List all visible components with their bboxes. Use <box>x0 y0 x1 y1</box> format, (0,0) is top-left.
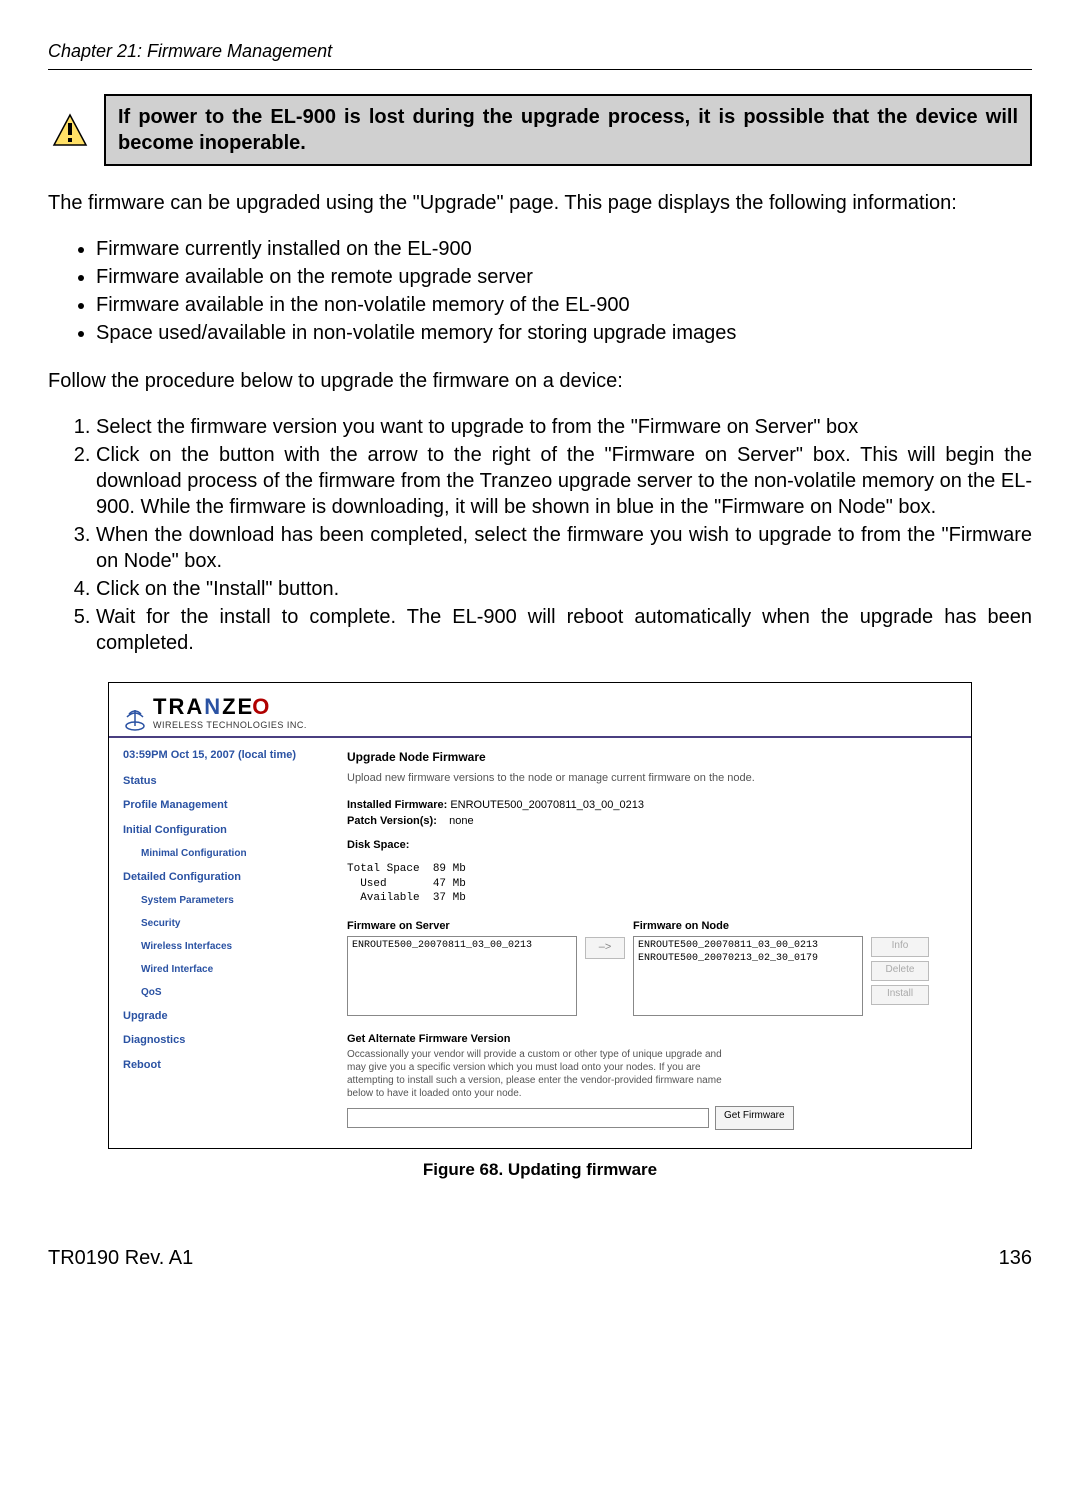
figure-caption: Figure 68. Updating firmware <box>48 1159 1032 1181</box>
page-footer: TR0190 Rev. A1 136 <box>48 1245 1032 1271</box>
procedure-steps: Select the firmware version you want to … <box>48 414 1032 656</box>
logo-text-post: ZE <box>222 693 254 722</box>
info-button[interactable]: Info <box>871 937 929 957</box>
logo-text-n: N <box>204 693 222 722</box>
sidebar-item-minimal-config[interactable]: Minimal Configuration <box>123 847 297 860</box>
installed-firmware-value: ENROUTE500_20070811_03_00_0213 <box>450 799 644 811</box>
sidebar-item-wired[interactable]: Wired Interface <box>123 963 297 976</box>
patch-version-value: none <box>449 815 473 827</box>
warning-text: If power to the EL-900 is lost during th… <box>104 94 1032 166</box>
procedure-intro: Follow the procedure below to upgrade th… <box>48 368 1032 394</box>
intro-paragraph: The firmware can be upgraded using the "… <box>48 190 1032 216</box>
list-item: When the download has been completed, se… <box>96 522 1032 574</box>
disk-space-block: Disk Space: Total Space 89 Mb Used 47 Mb… <box>347 838 957 905</box>
install-button[interactable]: Install <box>871 985 929 1005</box>
screenshot-figure: TRANZEO WIRELESS TECHNOLOGIES INC. 03:59… <box>108 682 972 1149</box>
list-item: Firmware available in the non-volatile m… <box>96 292 1032 318</box>
list-item[interactable]: ENROUTE500_20070811_03_00_0213 <box>352 939 572 952</box>
logo-subtitle: WIRELESS TECHNOLOGIES INC. <box>153 720 307 732</box>
list-item[interactable]: ENROUTE500_20070811_03_00_0213 <box>638 939 858 952</box>
sidebar-item-profile[interactable]: Profile Management <box>123 798 297 812</box>
sidebar-item-status[interactable]: Status <box>123 774 297 788</box>
footer-page-number: 136 <box>999 1245 1032 1271</box>
sidebar-item-upgrade[interactable]: Upgrade <box>123 1009 297 1023</box>
firmware-node-column: Firmware on Node ENROUTE500_20070811_03_… <box>633 919 863 1015</box>
header-rule <box>48 69 1032 70</box>
sidebar-item-system-params[interactable]: System Parameters <box>123 894 297 907</box>
page-description: Upload new firmware versions to the node… <box>347 771 957 785</box>
firmware-server-list[interactable]: ENROUTE500_20070811_03_00_0213 <box>347 936 577 1016</box>
list-item[interactable]: ENROUTE500_20070213_02_30_0179 <box>638 952 858 965</box>
sidebar-item-wireless[interactable]: Wireless Interfaces <box>123 940 297 953</box>
logo: TRANZEO WIRELESS TECHNOLOGIES INC. <box>123 693 957 731</box>
sidebar-item-qos[interactable]: QoS <box>123 986 297 999</box>
main-panel: Upgrade Node Firmware Upload new firmwar… <box>307 738 971 1148</box>
installed-firmware-row: Installed Firmware: ENROUTE500_20070811_… <box>347 798 957 812</box>
firmware-server-label: Firmware on Server <box>347 919 577 933</box>
firmware-transfer-row: Firmware on Server ENROUTE500_20070811_0… <box>347 919 957 1015</box>
warning-icon <box>48 94 92 166</box>
firmware-server-column: Firmware on Server ENROUTE500_20070811_0… <box>347 919 577 1015</box>
sidebar-item-diagnostics[interactable]: Diagnostics <box>123 1033 297 1047</box>
disk-space-title: Disk Space: <box>347 839 409 851</box>
patch-version-label: Patch Version(s): <box>347 815 437 827</box>
sidebar-nav: 03:59PM Oct 15, 2007 (local time) Status… <box>109 738 307 1148</box>
patch-version-row: Patch Version(s): none <box>347 814 957 828</box>
alternate-firmware-title: Get Alternate Firmware Version <box>347 1032 957 1046</box>
logo-mark-icon <box>123 706 147 732</box>
transfer-arrow-button[interactable]: –> <box>585 937 625 959</box>
chapter-header: Chapter 21: Firmware Management <box>48 40 1032 63</box>
list-item: Select the firmware version you want to … <box>96 414 1032 440</box>
installed-firmware-label: Installed Firmware: <box>347 799 447 811</box>
warning-callout: If power to the EL-900 is lost during th… <box>48 94 1032 166</box>
get-firmware-button[interactable]: Get Firmware <box>715 1106 794 1130</box>
list-item: Click on the "Install" button. <box>96 576 1032 602</box>
disk-space-table: Total Space 89 Mb Used 47 Mb Available 3… <box>347 862 957 905</box>
sidebar-item-security[interactable]: Security <box>123 917 297 930</box>
firmware-actions: Info Delete Install <box>871 937 929 1005</box>
figure-header: TRANZEO WIRELESS TECHNOLOGIES INC. <box>109 683 971 735</box>
firmware-node-list[interactable]: ENROUTE500_20070811_03_00_0213 ENROUTE50… <box>633 936 863 1016</box>
logo-text-pre: TRA <box>153 693 204 722</box>
info-bullet-list: Firmware currently installed on the EL-9… <box>48 236 1032 346</box>
logo-text-tri: O <box>252 693 271 722</box>
list-item: Wait for the install to complete. The EL… <box>96 604 1032 656</box>
list-item: Firmware available on the remote upgrade… <box>96 264 1032 290</box>
list-item: Firmware currently installed on the EL-9… <box>96 236 1032 262</box>
delete-button[interactable]: Delete <box>871 961 929 981</box>
sidebar-item-detailed-config[interactable]: Detailed Configuration <box>123 870 297 884</box>
alternate-firmware-desc: Occassionally your vendor will provide a… <box>347 1048 727 1100</box>
footer-revision: TR0190 Rev. A1 <box>48 1245 193 1271</box>
page-title: Upgrade Node Firmware <box>347 750 957 766</box>
alternate-firmware-input[interactable] <box>347 1108 709 1128</box>
sidebar-item-reboot[interactable]: Reboot <box>123 1058 297 1072</box>
sidebar-item-initial-config[interactable]: Initial Configuration <box>123 823 297 837</box>
datetime-label: 03:59PM Oct 15, 2007 (local time) <box>123 748 297 762</box>
alternate-firmware-section: Get Alternate Firmware Version Occassion… <box>347 1032 957 1130</box>
list-item: Space used/available in non-volatile mem… <box>96 320 1032 346</box>
firmware-node-label: Firmware on Node <box>633 919 863 933</box>
list-item: Click on the button with the arrow to th… <box>96 442 1032 520</box>
